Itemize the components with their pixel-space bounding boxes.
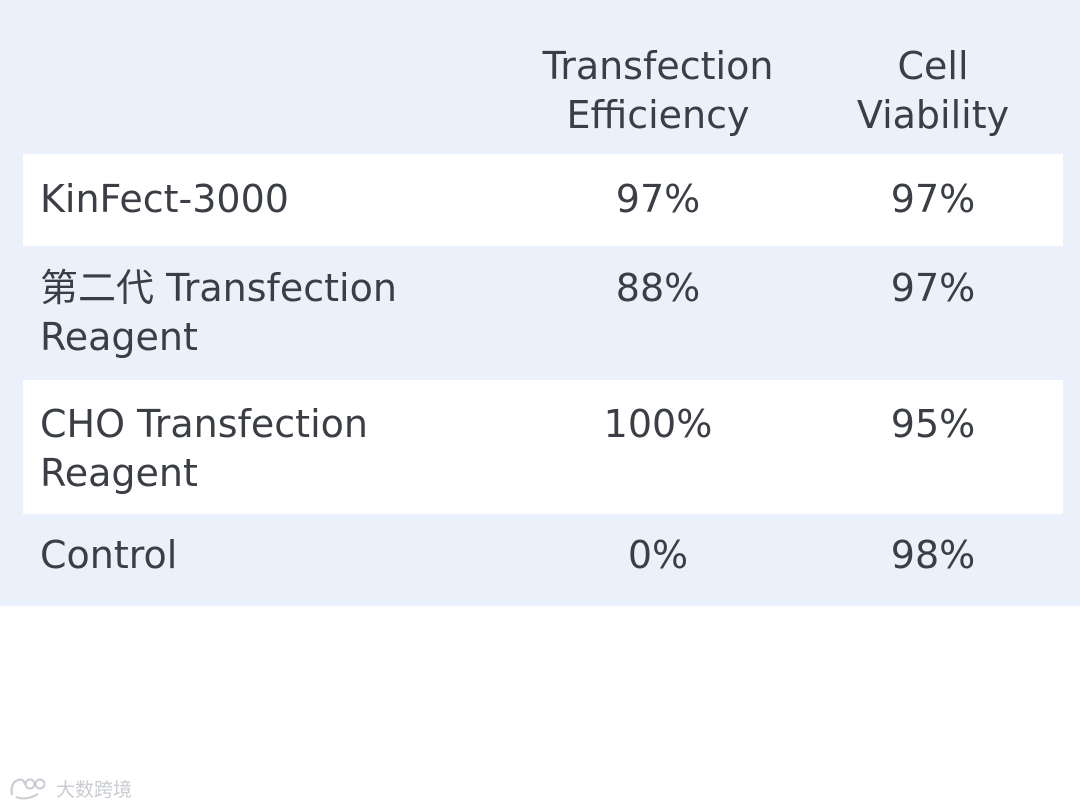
table-row-second-gen: 第二代 Transfection Reagent 88% 97% bbox=[23, 246, 1063, 380]
row-name-line1: 第二代 Transfection bbox=[40, 266, 397, 310]
header-viability-line1: Cell bbox=[897, 44, 969, 88]
table-header-row: Transfection Efficiency Cell Viability bbox=[0, 0, 1080, 154]
header-efficiency-line2: Efficiency bbox=[566, 93, 750, 137]
header-transfection-efficiency: Transfection Efficiency bbox=[520, 42, 796, 140]
row-viability-value: 95% bbox=[890, 402, 976, 446]
table-row-cho: CHO Transfection Reagent 100% 95% bbox=[23, 380, 1063, 514]
row-viability-value: 98% bbox=[890, 533, 976, 577]
row-efficiency-value: 0% bbox=[627, 533, 689, 577]
watermark: 大数跨境 bbox=[8, 773, 132, 803]
row-name-line1: CHO Transfection bbox=[40, 402, 368, 446]
row-name-line2: Reagent bbox=[40, 451, 198, 495]
row-efficiency-value: 88% bbox=[615, 266, 701, 310]
row-name-line1: Control bbox=[40, 533, 178, 577]
header-efficiency-line1: Transfection bbox=[542, 44, 774, 88]
comparison-table: Transfection Efficiency Cell Viability K… bbox=[0, 0, 1080, 606]
header-viability-line2: Viability bbox=[856, 93, 1010, 137]
table-row-kinfect: KinFect-3000 97% 97% bbox=[23, 154, 1063, 246]
table-row-control: Control 0% 98% bbox=[23, 514, 1063, 606]
row-viability-value: 97% bbox=[890, 266, 976, 310]
row-name: Control bbox=[40, 531, 480, 580]
header-cell-viability: Cell Viability bbox=[820, 42, 1046, 140]
row-name-line2: Reagent bbox=[40, 315, 198, 359]
row-name: CHO Transfection Reagent bbox=[40, 400, 480, 498]
watermark-text: 大数跨境 bbox=[56, 778, 133, 801]
logo-mark-icon bbox=[10, 778, 46, 800]
row-efficiency-value: 100% bbox=[603, 402, 713, 446]
row-viability-value: 97% bbox=[890, 177, 976, 221]
row-name-line1: KinFect-3000 bbox=[40, 177, 289, 221]
row-name: 第二代 Transfection Reagent bbox=[40, 264, 480, 362]
row-efficiency-value: 97% bbox=[615, 177, 701, 221]
row-name: KinFect-3000 bbox=[40, 175, 480, 224]
